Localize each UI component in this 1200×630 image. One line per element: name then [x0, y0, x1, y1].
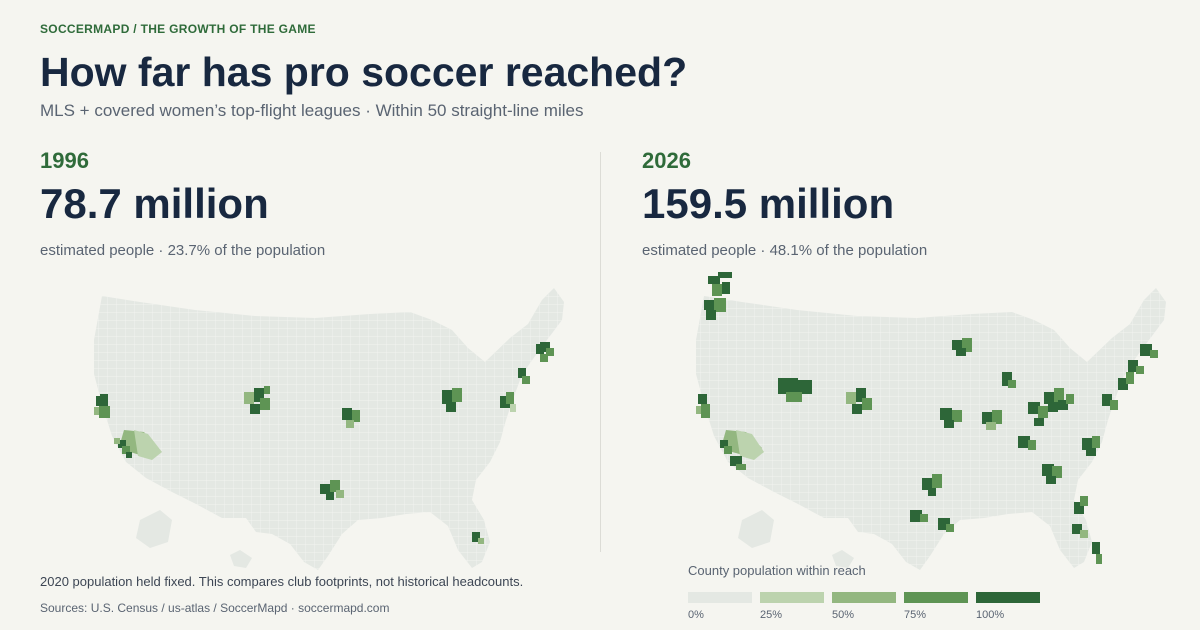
footnote: 2020 population held fixed. This compare…: [40, 574, 524, 589]
map-legend: County population within reach 0% 25% 50% 7…: [688, 563, 1048, 625]
cluster-columbus: [1044, 388, 1064, 412]
cluster-salt-lake-city: [778, 378, 812, 402]
us-map-2026: [696, 272, 1166, 570]
cluster-columbus: [500, 392, 516, 412]
page-title: How far has pro soccer reached?: [40, 49, 688, 95]
legend-tick-label: 100%: [976, 609, 1005, 621]
cluster-los-angeles: [720, 430, 764, 460]
cluster-dallas: [320, 480, 344, 500]
cluster-los-angeles: [114, 430, 162, 460]
legend-tick-label: 0%: [688, 609, 704, 621]
cluster-dallas: [922, 474, 942, 496]
cluster-cincinnati: [1028, 402, 1048, 426]
cluster-kansas-city: [940, 408, 962, 428]
cluster-boston: [540, 342, 554, 356]
hawaii-shape: [832, 550, 854, 568]
cluster-philadelphia: [1118, 372, 1134, 390]
cluster-denver: [846, 388, 872, 414]
alaska-shape: [738, 510, 774, 548]
cluster-seattle: [708, 272, 732, 296]
cluster-orlando: [1074, 496, 1088, 514]
cluster-minneapolis: [952, 338, 972, 356]
legend-title: County population within reach: [688, 563, 866, 578]
cluster-miami: [1092, 542, 1102, 564]
hawaii-shape: [230, 550, 252, 568]
legend-tick-label: 50%: [832, 609, 855, 621]
page-subtitle: MLS + covered women’s top-flight leagues…: [40, 101, 584, 120]
sources-line: Sources: U.S. Census / us-atlas / Soccer…: [40, 601, 390, 615]
cluster-houston: [938, 518, 954, 532]
eyebrow-label: SOCCERMAPD / THE GROWTH OF THE GAME: [40, 22, 316, 36]
cluster-kansas-city: [342, 408, 360, 428]
cluster-san-francisco: [94, 396, 108, 418]
legend-labels: 0% 25% 50% 75% 100%: [688, 609, 1048, 625]
panel-2026: 2026 159.5 million estimated people · 48…: [642, 148, 927, 259]
cluster-atlanta: [1042, 464, 1062, 484]
legend-tick-label: 25%: [760, 609, 783, 621]
cluster-washington-dc: [518, 368, 530, 384]
cluster-tampa: [472, 532, 484, 544]
population-figure: 159.5 million: [642, 180, 895, 227]
legend-swatches: [688, 592, 1048, 603]
population-figure: 78.7 million: [40, 180, 269, 227]
cluster-charlotte: [1082, 436, 1100, 456]
us-map-1996: [94, 288, 564, 570]
cluster-nashville: [1018, 436, 1036, 450]
cluster-boston: [1140, 344, 1158, 358]
panel-1996: 1996 78.7 million estimated people · 23.…: [40, 148, 325, 259]
cluster-austin: [910, 510, 928, 522]
legend-swatch: [904, 592, 968, 603]
cluster-denver: [244, 386, 270, 414]
cluster-st-louis: [982, 410, 1002, 430]
panel-divider: [600, 152, 601, 552]
cluster-washington-dc: [1102, 394, 1118, 410]
legend-swatch: [760, 592, 824, 603]
legend-swatch: [832, 592, 896, 603]
panel-year: 2026: [642, 148, 691, 173]
legend-tick-label: 75%: [904, 609, 927, 621]
legend-swatch: [688, 592, 752, 603]
cluster-chicago: [442, 388, 462, 412]
cluster-louisville: [1058, 394, 1074, 410]
cluster-portland: [704, 298, 726, 320]
panel-year: 1996: [40, 148, 89, 173]
legend-swatch: [976, 592, 1040, 603]
cluster-new-york: [1128, 360, 1144, 374]
cluster-chicago: [1002, 372, 1016, 388]
alaska-shape: [136, 510, 172, 548]
population-stat: estimated people · 23.7% of the populati…: [40, 242, 326, 259]
cluster-tampa: [1072, 524, 1088, 538]
population-stat: estimated people · 48.1% of the populati…: [642, 242, 928, 259]
cluster-san-francisco: [696, 394, 710, 418]
cluster-san-diego: [730, 456, 746, 470]
